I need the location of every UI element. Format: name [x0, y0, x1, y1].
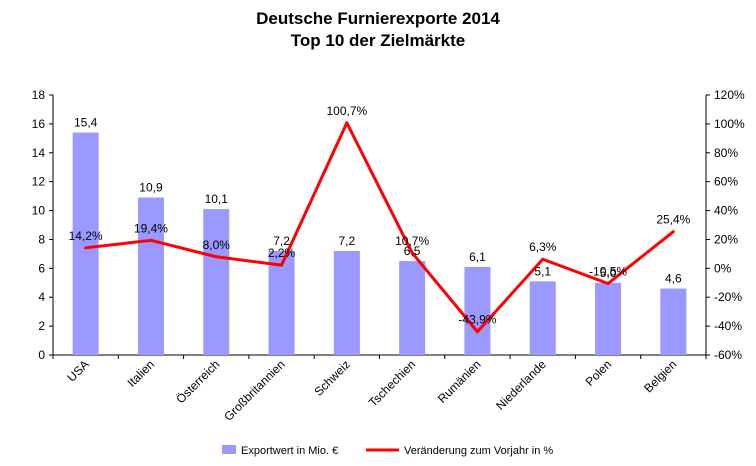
legend-swatch-bar	[222, 445, 236, 454]
line-data-label: 19,4%	[134, 221, 168, 235]
right-tick-label: 80%	[714, 146, 738, 160]
bar	[660, 288, 687, 355]
line-data-label: 2,2%	[268, 246, 296, 260]
line-data-label: 8,0%	[203, 238, 231, 252]
bar	[137, 197, 164, 355]
right-axis-ticks: -60% -40% -20% 0% 20% 40% 60% 80% 100% 120%	[706, 88, 745, 362]
category-label: Tschechien	[366, 357, 418, 409]
line-point	[214, 255, 218, 259]
bar	[268, 251, 295, 355]
legend: Exportwert in Mio. € Veränderung zum Vor…	[222, 445, 553, 457]
right-tick-label: -40%	[714, 319, 742, 333]
category-label: USA	[64, 357, 91, 384]
right-tick-label: -20%	[714, 290, 742, 304]
category-label: Italien	[125, 357, 158, 390]
line-series	[84, 121, 675, 334]
legend-label-line: Veränderung zum Vorjahr in %	[404, 445, 553, 457]
line-point	[475, 330, 479, 334]
line-data-label: 6,3%	[529, 240, 557, 254]
category-label: Polen	[583, 357, 615, 389]
chart-title: Deutsche Furnierexporte 2014	[256, 9, 500, 28]
left-tick-label: 16	[32, 117, 46, 131]
left-tick-label: 10	[32, 204, 46, 218]
category-label: Großbritannien	[221, 357, 288, 424]
category-label: Niederlande	[493, 357, 549, 413]
bar	[203, 209, 230, 355]
right-tick-label: 60%	[714, 175, 738, 189]
line-path	[85, 121, 675, 334]
bar-data-label: 15,4	[74, 116, 98, 130]
left-tick-label: 18	[32, 88, 46, 102]
left-tick-label: 0	[38, 348, 45, 362]
bar	[529, 281, 556, 355]
category-label: Schweiz	[311, 357, 352, 398]
line-point	[149, 238, 153, 242]
line-point	[671, 230, 675, 234]
bar	[399, 261, 426, 355]
bar-data-label: 4,6	[665, 272, 682, 286]
right-tick-label: 20%	[714, 232, 738, 246]
line-data-label: -43,9%	[458, 313, 496, 327]
left-tick-label: 8	[38, 232, 45, 246]
bar-data-label: 6,5	[404, 244, 421, 258]
bar-data-label: 5,1	[534, 264, 551, 278]
category-label: Belgien	[641, 357, 679, 395]
left-tick-label: 4	[38, 290, 45, 304]
bar-data-label: 10,9	[139, 181, 163, 195]
bar-data-label: 7,2	[339, 234, 356, 248]
line-data-label: -10,5%	[589, 265, 627, 279]
line-data-labels: 14,2% 19,4% 8,0% 2,2% 100,7% 10,7% -43,9% 6,3% -…	[69, 104, 691, 327]
bar	[595, 282, 622, 355]
line-data-label: 14,2%	[69, 229, 103, 243]
bar-data-label: 5,0	[600, 266, 617, 280]
left-tick-label: 2	[38, 319, 45, 333]
bar	[333, 251, 360, 355]
right-tick-label: 40%	[714, 204, 738, 218]
line-point	[345, 121, 349, 125]
line-point	[410, 251, 414, 255]
bar-data-label: 6,1	[469, 250, 486, 264]
right-tick-label: 120%	[714, 88, 745, 102]
line-point	[84, 246, 88, 250]
line-data-label: 25,4%	[656, 213, 690, 227]
bar	[464, 266, 491, 355]
bar-data-label: 7,2	[273, 234, 290, 248]
line-point	[280, 263, 284, 267]
left-axis-ticks: 0 2 4 6 8 10 12 14 16 18	[32, 88, 707, 362]
chart-subtitle: Top 10 der Zielmärkte	[291, 31, 465, 50]
left-tick-label: 6	[38, 261, 45, 275]
bar	[72, 132, 99, 355]
bar-series	[72, 132, 687, 355]
left-tick-label: 14	[32, 146, 46, 160]
line-point	[541, 257, 545, 261]
legend-label-bar: Exportwert in Mio. €	[241, 445, 338, 457]
line-data-label: 10,7%	[395, 234, 429, 248]
line-point	[606, 282, 610, 285]
bar-data-labels: 15,4 10,9 10,1 7,2 7,2 6,5 6,1 5,1 5,0 4,6	[74, 116, 682, 286]
category-label: Rumänien	[435, 357, 484, 406]
line-data-label: 100,7%	[326, 104, 367, 118]
bar-data-label: 10,1	[205, 192, 229, 206]
right-tick-label: 100%	[714, 117, 745, 131]
left-tick-label: 12	[32, 175, 46, 189]
right-tick-label: -60%	[714, 348, 742, 362]
category-label: Österreich	[173, 357, 222, 406]
right-tick-label: 0%	[714, 261, 732, 275]
